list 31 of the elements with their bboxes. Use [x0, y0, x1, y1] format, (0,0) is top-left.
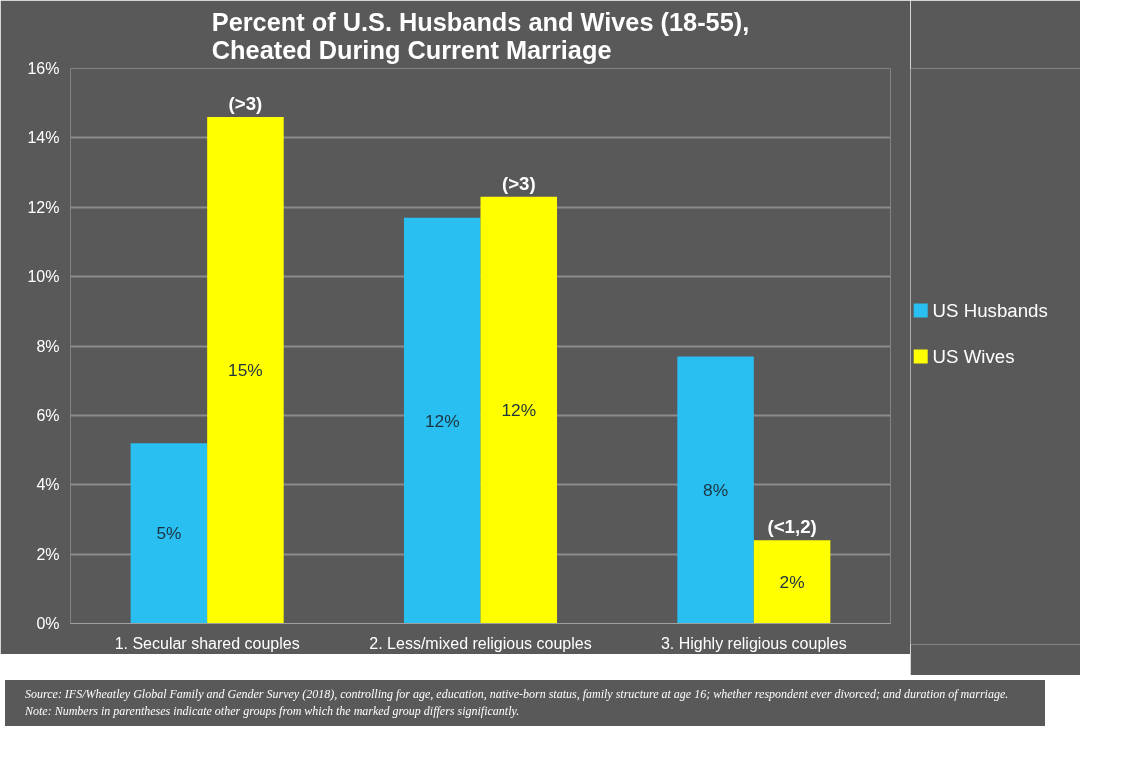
annotation: (<1,2)	[767, 516, 817, 538]
x-tick-label: 2. Less/mixed religious couples	[369, 634, 592, 652]
y-tick-label: 4%	[36, 476, 60, 494]
data-label: 2%	[779, 571, 805, 592]
annotation: (>3)	[228, 93, 263, 115]
annotation: (>3)	[501, 172, 536, 194]
y-tick-label: 0%	[36, 615, 60, 632]
bar	[207, 117, 284, 624]
data-label: 15%	[228, 360, 263, 381]
source-note: Source: IFS/Wheatley Global Family and Gender Survey (2018), controlling for age, education, native-born status, family structure at age 16; whether respondent ever divorced; and duration of marriage. Note: Numbers in parentheses indicate other groups from which the marked group differs significantly.	[25, 686, 1010, 721]
y-tick-label: 2%	[36, 545, 60, 563]
bar	[753, 540, 831, 624]
bar	[677, 356, 754, 624]
chart-title: Percent of U.S. Husbands and Wives (18-55), Cheated During Current Marriage	[211, 7, 750, 64]
data-label: 12%	[424, 410, 460, 431]
bar	[130, 443, 208, 624]
data-label: 8%	[703, 479, 729, 500]
legend-label: US Husbands	[932, 299, 1048, 321]
y-tick-label: 16%	[27, 60, 60, 77]
y-tick-label: 8%	[36, 337, 60, 355]
y-tick-label: 14%	[27, 129, 60, 147]
y-tick-label: 10%	[27, 268, 60, 286]
x-tick-label: 3. Highly religious couples	[660, 634, 847, 652]
legend-label: US Wives	[932, 346, 1015, 367]
data-label: 5%	[156, 523, 182, 544]
x-tick-label: 1. Secular shared couples	[114, 634, 300, 652]
bar	[403, 217, 481, 624]
data-label: 12%	[501, 400, 537, 421]
y-tick-label: 6%	[36, 406, 60, 424]
bar	[480, 196, 558, 624]
y-tick-label: 12%	[27, 198, 60, 216]
